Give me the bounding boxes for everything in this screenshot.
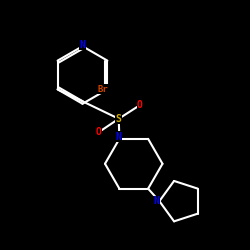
Text: O: O	[95, 127, 101, 137]
Text: Br: Br	[98, 85, 108, 94]
Text: N: N	[154, 196, 159, 206]
Text: S: S	[116, 114, 122, 124]
Text: N: N	[115, 132, 121, 142]
Text: O: O	[137, 100, 143, 110]
Text: N: N	[80, 40, 86, 50]
